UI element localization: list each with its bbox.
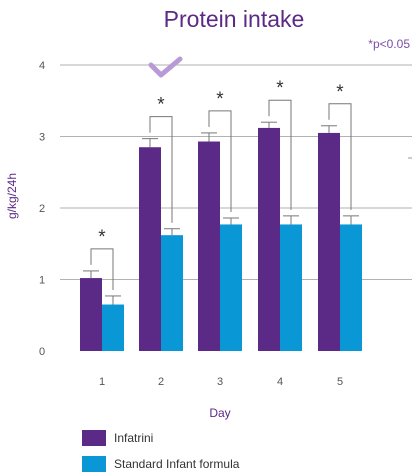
bar-infatrini-day-5 (318, 132, 340, 351)
chart-title: Protein intake (164, 6, 305, 32)
x-tick-label: 1 (99, 376, 105, 388)
legend: Infatrini Standard Infant formula (82, 430, 240, 472)
significance-bracket (149, 116, 173, 223)
x-tick-labels: 1 2 3 4 5 (99, 376, 343, 388)
bar-standard-day-5 (340, 224, 362, 351)
significance-bracket (268, 99, 292, 210)
legend-swatch (82, 430, 106, 446)
bar-infatrini-day-2 (139, 147, 161, 351)
x-tick-label: 5 (337, 376, 343, 388)
significance-star: * (336, 82, 344, 103)
significance-bracket (328, 103, 352, 210)
bar-infatrini-day-4 (258, 127, 280, 351)
x-tick-label: 4 (277, 376, 283, 388)
bar-infatrini-day-1 (80, 278, 102, 351)
bar-standard-day-3 (220, 224, 242, 351)
legend-label: Standard Infant formula (114, 457, 240, 471)
bar-standard-day-4 (280, 224, 302, 351)
y-tick-label: 1 (39, 275, 45, 287)
y-axis-label: g/kg/24h (5, 173, 19, 219)
bar-standard-day-1 (102, 304, 124, 351)
significance-note: *p<0.05 (368, 37, 410, 51)
significance-star: * (157, 95, 165, 116)
y-tick-label: 4 (39, 60, 45, 72)
y-tick-label: 2 (39, 203, 45, 215)
y-tick-label: 3 (39, 132, 45, 144)
legend-swatch (82, 456, 106, 472)
significance-bracket (90, 248, 114, 290)
x-axis-label: Day (209, 406, 230, 420)
bar-standard-day-2 (161, 235, 183, 351)
legend-label: Infatrini (114, 431, 153, 445)
x-tick-label: 3 (217, 376, 223, 388)
x-tick-label: 2 (158, 376, 164, 388)
bar-infatrini-day-3 (198, 141, 220, 351)
significance-bracket (208, 110, 232, 213)
checkmark-stroke (148, 56, 183, 78)
significance-star: * (98, 227, 106, 248)
y-tick-label: 0 (39, 346, 45, 358)
significance-markers: * * * * * (90, 78, 352, 290)
bars (80, 121, 362, 351)
significance-star: * (276, 78, 284, 99)
significance-star: * (216, 89, 224, 110)
y-tick-labels: 0 1 2 3 4 (39, 60, 45, 358)
checkmark-icon (148, 56, 183, 78)
